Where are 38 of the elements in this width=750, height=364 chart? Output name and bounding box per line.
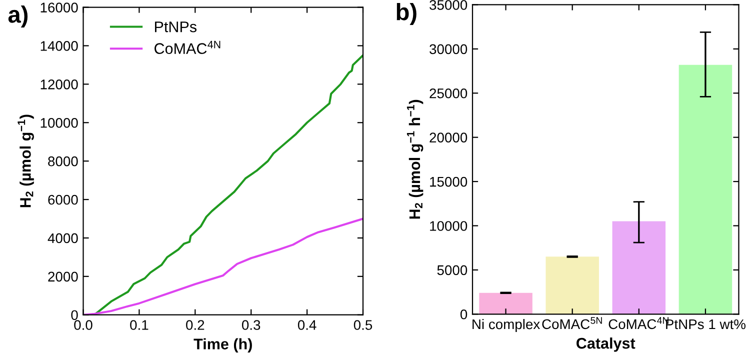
y-axis-title: H$_{2}$ (µmol g$^{−1}$ h$^{−1}$) — [406, 100, 424, 219]
y-tick-label: 15000 — [430, 176, 468, 187]
y-tick-label: 10000 — [430, 221, 468, 231]
y-tick-label: 10000 — [40, 118, 78, 128]
bar — [479, 292, 532, 314]
chart-title: b) — [396, 3, 416, 26]
x-tick-label: CoMAC$^{5N}$ — [542, 317, 602, 330]
y-tick-label: 5000 — [437, 265, 468, 276]
x-tick-label: 0.1 — [130, 320, 148, 330]
y-tick-label: 12000 — [40, 80, 78, 90]
y-tick-label: 30000 — [430, 44, 468, 54]
x-tick-label: Ni complex — [472, 318, 540, 332]
y-tick-label: 0 — [71, 310, 78, 320]
x-axis-title: Catalyst — [576, 337, 636, 352]
legend-label: CoMAC$^{4N}$ — [154, 40, 220, 54]
bar — [678, 64, 732, 314]
x-axis-title: Time (h) — [194, 338, 252, 352]
chart-title: a) — [8, 6, 28, 28]
y-tick-label: 14000 — [40, 41, 78, 51]
x-tick-label: 0.5 — [354, 320, 372, 330]
y-tick-label: 2000 — [48, 272, 78, 282]
y-tick-label: 16000 — [40, 2, 78, 12]
legend-label: PtNPs — [155, 22, 197, 32]
y-axis-title: H$_{2}$ (µmol g$^{−1}$) — [18, 114, 34, 208]
x-tick-label: 0.3 — [242, 320, 260, 330]
y-tick-label: 0 — [460, 309, 468, 320]
x-tick-label: 0.0 — [74, 320, 92, 330]
bar — [612, 221, 666, 314]
bar — [546, 256, 599, 314]
x-tick-label: 0.4 — [298, 320, 316, 330]
y-tick-label: 20000 — [430, 132, 468, 142]
x-tick-label: 0.2 — [186, 320, 204, 330]
x-tick-label: PtNPs 1 wt% — [666, 319, 746, 330]
y-tick-label: 25000 — [430, 88, 468, 98]
y-tick-label: 4000 — [48, 233, 78, 244]
y-tick-label: 6000 — [48, 194, 78, 205]
y-tick-label: 35000 — [430, 0, 468, 10]
y-tick-label: 8000 — [48, 156, 78, 166]
